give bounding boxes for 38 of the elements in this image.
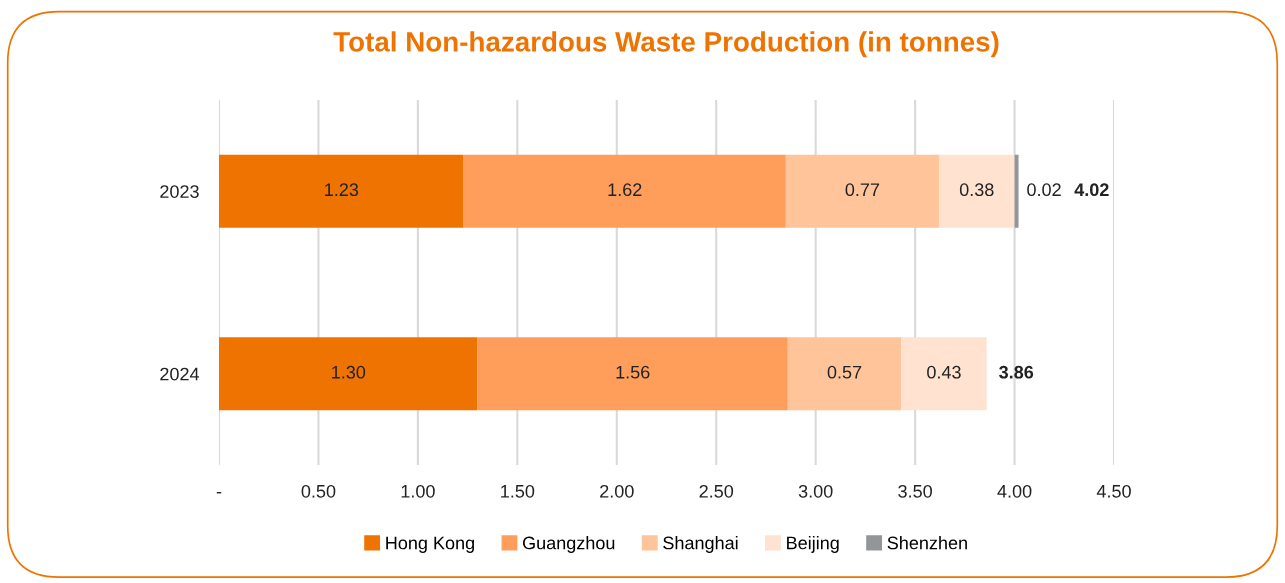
x-tick-label: 1.00 [401,484,435,498]
y-tick-label: 2024 [160,367,200,381]
x-tick-label: 2.50 [699,484,734,498]
data-label: 1.30 [332,365,366,379]
bar [787,337,902,411]
data-label: 1.23 [325,183,359,197]
data-label: 0.77 [845,183,880,197]
x-tick-label: - [216,492,222,494]
legend-label: Guangzhou [522,536,615,553]
x-tick-label: 3.00 [798,484,833,498]
legend-label: Hong Kong [386,536,474,553]
total-label: 3.86 [999,365,1034,379]
data-label: 0.57 [827,365,862,379]
data-label: 0.43 [927,365,961,379]
x-tick-label: 3.50 [898,484,932,498]
x-tick-label: 4.50 [1096,484,1131,498]
legend-label: Beijing [787,536,839,553]
bar [477,337,788,411]
data-label: 1.56 [616,365,650,379]
x-tick-label: 1.50 [501,484,535,498]
bar [1014,154,1019,228]
bar [463,154,786,228]
bar [219,154,464,228]
bar [219,337,478,411]
x-tick-label: 2.00 [600,484,634,498]
data-label: 0.02 [1027,183,1061,197]
legend-label: Shanghai [663,536,738,553]
x-tick-label: 4.00 [997,484,1032,498]
chart-title: Total Non-hazardous Waste Production (in tonnes) [333,31,999,58]
bar [938,154,1015,228]
y-tick-label: 2023 [160,185,199,198]
data-label: 0.38 [959,183,994,197]
bar [785,154,939,228]
data-label: 1.62 [608,183,642,197]
total-label: 4.02 [1074,183,1109,197]
bar [901,337,987,411]
x-tick-label: 0.50 [301,484,336,498]
legend-label: Shenzhen [887,536,967,550]
